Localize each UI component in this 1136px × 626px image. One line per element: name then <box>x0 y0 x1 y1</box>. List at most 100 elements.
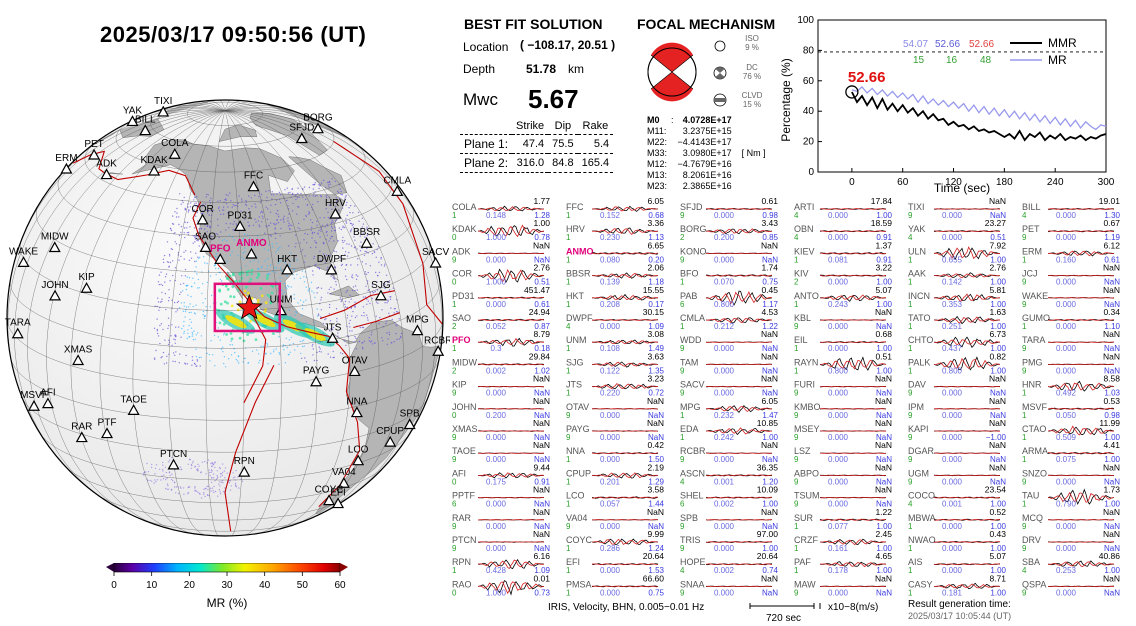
station-pet[interactable]: PET <box>84 139 104 160</box>
station-sjg[interactable]: SJG <box>371 280 391 301</box>
station-xmas[interactable]: XMAS <box>64 344 93 366</box>
station-kdak[interactable]: KDAK <box>141 155 169 176</box>
station-cor[interactable]: COR <box>191 204 214 225</box>
station-hrv[interactable]: HRV <box>325 198 346 219</box>
station-bill[interactable]: BILL <box>135 115 156 136</box>
station-yak[interactable]: YAK <box>123 105 143 127</box>
station-wake[interactable]: WAKE <box>9 246 38 267</box>
station-john[interactable]: JOHN <box>41 280 69 301</box>
station-tixi[interactable]: TIXI <box>154 96 172 117</box>
station-tara[interactable]: TARA <box>5 318 31 339</box>
station-ffc[interactable]: FFC <box>244 171 263 192</box>
station-rar[interactable]: RAR <box>71 422 92 443</box>
station-borg[interactable]: BORG <box>303 113 333 134</box>
station-pd31[interactable]: PD31 <box>228 210 253 231</box>
station-dwpf[interactable]: DWPF <box>317 254 346 275</box>
station-efi[interactable]: EFI <box>330 488 346 509</box>
station-erm[interactable]: ERM <box>55 153 78 174</box>
station-kip[interactable]: KIP <box>79 272 95 293</box>
station-taoe[interactable]: TAOE <box>120 394 147 415</box>
station-pfo[interactable]: PFO <box>210 243 231 264</box>
station-anmo[interactable]: ANMO <box>236 238 267 259</box>
station-lco[interactable]: LCO <box>348 445 369 466</box>
station-spb[interactable]: SPB <box>400 409 420 430</box>
station-cpup[interactable]: CPUP <box>376 426 404 447</box>
station-va04[interactable]: VA04 <box>332 467 356 488</box>
station-coyc[interactable]: COYC <box>315 485 344 506</box>
station-msvf[interactable]: MSVF <box>20 390 48 411</box>
